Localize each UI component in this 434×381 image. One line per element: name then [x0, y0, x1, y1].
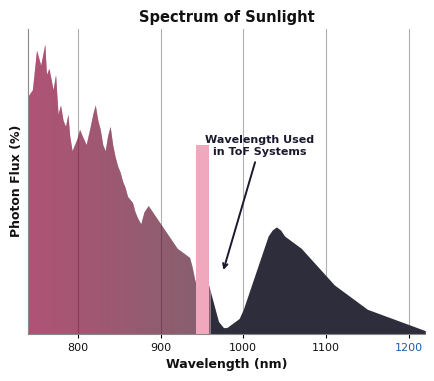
Y-axis label: Photon Flux (%): Photon Flux (%): [10, 125, 23, 237]
Title: Spectrum of Sunlight: Spectrum of Sunlight: [138, 10, 314, 25]
Text: Wavelength Used
in ToF Systems: Wavelength Used in ToF Systems: [205, 135, 314, 268]
X-axis label: Wavelength (nm): Wavelength (nm): [166, 358, 287, 371]
